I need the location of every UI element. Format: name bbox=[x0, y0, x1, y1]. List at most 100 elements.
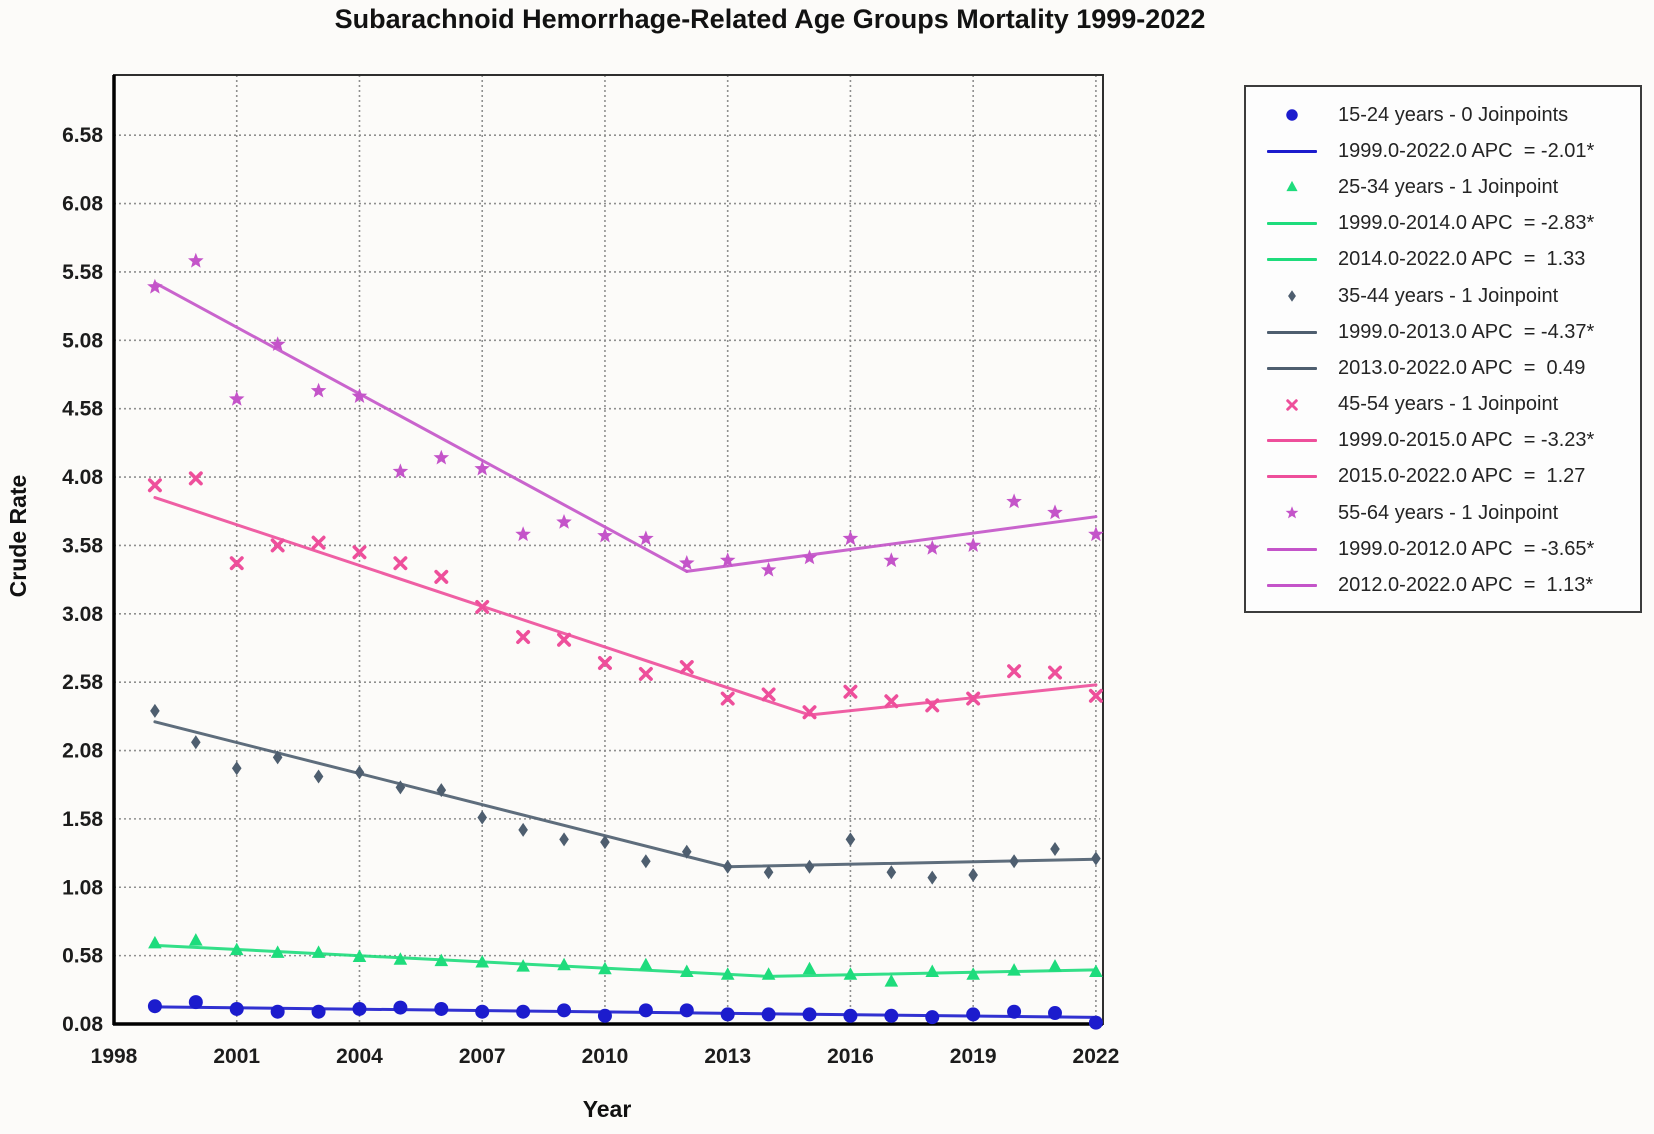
data-point-marker bbox=[884, 694, 899, 709]
data-point-marker bbox=[843, 967, 858, 980]
data-point-marker bbox=[557, 1003, 572, 1018]
y-tick-label: 3.58 bbox=[62, 534, 103, 557]
data-point-marker bbox=[516, 630, 531, 645]
legend-item: 1999.0-2022.0 APC = -2.01* bbox=[1246, 133, 1640, 169]
x-axis-title: Year bbox=[583, 1096, 632, 1122]
data-point-marker bbox=[1089, 964, 1103, 978]
data-point-marker bbox=[763, 865, 774, 880]
data-point-marker bbox=[802, 705, 817, 720]
data-point-marker bbox=[559, 832, 569, 847]
legend-line-swatch bbox=[1267, 584, 1317, 588]
x-tick-label: 2007 bbox=[459, 1045, 506, 1068]
legend-item-label: 1999.0-2015.0 APC = -3.23* bbox=[1338, 429, 1595, 452]
y-tick-label: 2.08 bbox=[62, 740, 103, 763]
data-point-marker bbox=[883, 552, 900, 568]
data-point-marker bbox=[229, 1001, 244, 1016]
data-point-marker bbox=[966, 691, 981, 706]
legend-line-swatch bbox=[1267, 149, 1317, 153]
data-point-marker bbox=[270, 945, 285, 958]
data-point-marker bbox=[884, 1008, 899, 1023]
data-point-marker bbox=[679, 555, 695, 570]
data-point-marker bbox=[270, 1004, 285, 1019]
data-point-marker bbox=[597, 527, 613, 543]
legend-marker-glyph bbox=[1286, 181, 1298, 192]
data-point-marker bbox=[352, 949, 367, 962]
plot-border bbox=[113, 74, 1104, 1025]
data-point-marker bbox=[1048, 959, 1062, 972]
data-point-marker bbox=[352, 545, 367, 560]
legend-item-label: 2015.0-2022.0 APC = 1.27 bbox=[1338, 465, 1586, 488]
y-tick-label: 6.58 bbox=[62, 124, 103, 147]
diamond-marker-icon bbox=[1246, 284, 1338, 308]
triangle-marker-icon bbox=[1246, 175, 1338, 199]
data-point-marker bbox=[228, 390, 245, 406]
y-tick-label: 5.08 bbox=[62, 329, 103, 352]
trend-line bbox=[685, 515, 1098, 573]
data-point-marker bbox=[761, 687, 776, 702]
data-point-marker bbox=[720, 1007, 735, 1022]
data-point-marker bbox=[761, 1007, 776, 1022]
trend-line bbox=[153, 1005, 1098, 1019]
data-point-marker bbox=[147, 999, 162, 1014]
legend-item: 45-54 years - 1 Joinpoint bbox=[1246, 387, 1640, 423]
y-tick-label: 1.08 bbox=[62, 876, 103, 899]
data-point-marker bbox=[556, 514, 572, 529]
trend-line bbox=[808, 683, 1098, 717]
data-point-marker bbox=[638, 1003, 653, 1018]
data-point-marker bbox=[270, 538, 285, 553]
legend-item-label: 45-54 years - 1 Joinpoint bbox=[1338, 393, 1559, 416]
x-tick-label: 2019 bbox=[950, 1045, 997, 1068]
x-tick-label: 2013 bbox=[704, 1045, 751, 1068]
data-point-marker bbox=[1091, 851, 1101, 866]
trend-line bbox=[153, 281, 689, 573]
y-tick-label: 0.08 bbox=[62, 1013, 103, 1036]
data-point-marker bbox=[188, 252, 204, 268]
data-point-marker bbox=[516, 959, 530, 972]
data-point-marker bbox=[722, 859, 733, 874]
data-point-marker bbox=[1007, 664, 1022, 679]
legend-item-label: 1999.0-2012.0 APC = -3.65* bbox=[1338, 537, 1595, 560]
data-point-marker bbox=[474, 460, 490, 476]
legend-item-label: 35-44 years - 1 Joinpoint bbox=[1338, 284, 1559, 307]
data-point-marker bbox=[147, 278, 163, 294]
y-tick-label: 6.08 bbox=[62, 193, 103, 216]
data-point-marker bbox=[801, 549, 818, 565]
data-point-marker bbox=[436, 783, 447, 798]
data-point-marker bbox=[475, 1004, 490, 1019]
plot-border-layer bbox=[112, 74, 1104, 1026]
data-point-marker bbox=[1006, 493, 1022, 509]
data-point-marker bbox=[393, 1000, 408, 1015]
data-point-marker bbox=[434, 569, 449, 584]
y-tick-label: 2.58 bbox=[62, 671, 103, 694]
legend-item-label: 1999.0-2013.0 APC = -4.37* bbox=[1338, 320, 1595, 343]
data-point-marker bbox=[434, 953, 449, 967]
y-tick-label: 3.08 bbox=[62, 603, 103, 626]
legend-item-label: 25-34 years - 1 Joinpoint bbox=[1338, 175, 1559, 198]
data-point-marker bbox=[924, 539, 941, 555]
legend-line-swatch bbox=[1267, 258, 1317, 262]
y-tick-label: 5.58 bbox=[62, 261, 103, 284]
data-point-marker bbox=[597, 1008, 612, 1023]
legend-item-label: 2014.0-2022.0 APC = 1.33 bbox=[1338, 248, 1586, 271]
data-point-marker bbox=[802, 1007, 817, 1022]
data-point-marker bbox=[392, 463, 409, 479]
legend-line-swatch bbox=[1267, 330, 1317, 334]
data-point-marker bbox=[1088, 1015, 1103, 1030]
data-point-marker bbox=[679, 1003, 694, 1018]
legend-marker-glyph bbox=[1288, 290, 1296, 302]
legend-line-swatch bbox=[1246, 366, 1338, 370]
data-point-marker bbox=[229, 556, 244, 571]
xcross-marker-icon bbox=[1246, 393, 1338, 417]
y-tick-label: 1.58 bbox=[62, 808, 103, 831]
legend-line-swatch bbox=[1267, 222, 1317, 226]
data-point-marker bbox=[1047, 504, 1063, 520]
legend-line-swatch bbox=[1246, 439, 1338, 443]
legend-item-label: 2013.0-2022.0 APC = 0.49 bbox=[1338, 356, 1586, 379]
data-point-marker bbox=[600, 835, 610, 850]
legend-item-label: 1999.0-2014.0 APC = -2.83* bbox=[1338, 212, 1595, 235]
legend-item: 1999.0-2012.0 APC = -3.65* bbox=[1246, 531, 1640, 567]
data-point-marker bbox=[1007, 963, 1021, 976]
data-point-marker bbox=[516, 1004, 531, 1019]
data-point-marker bbox=[845, 832, 856, 847]
chart-legend: 15-24 years - 0 Joinpoints 1999.0-2022.0 … bbox=[1244, 85, 1642, 613]
